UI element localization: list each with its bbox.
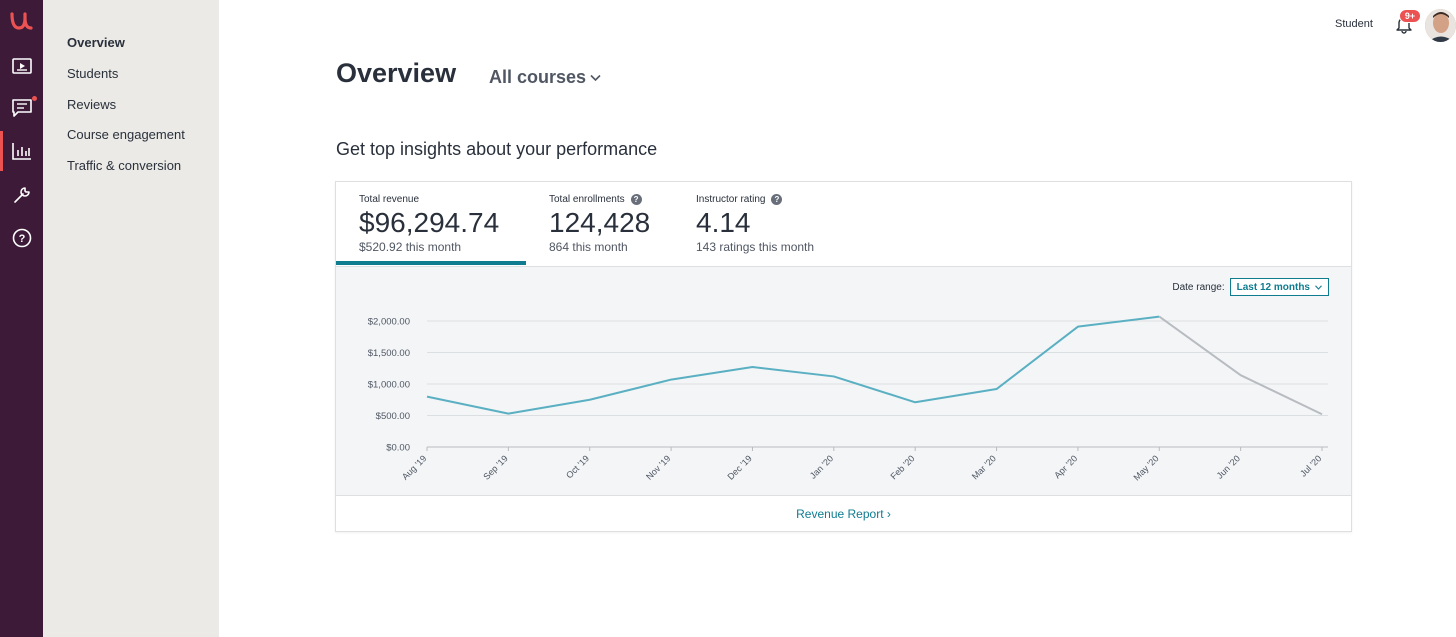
performance-icon[interactable] xyxy=(0,131,43,171)
avatar[interactable] xyxy=(1425,9,1456,42)
course-filter-dropdown[interactable]: All courses xyxy=(489,67,601,88)
x-tick-label: Dec '19 xyxy=(725,453,753,481)
date-range-value: Last 12 months xyxy=(1236,281,1310,293)
x-tick-label: Sep '19 xyxy=(481,453,509,481)
page-title: Overview xyxy=(336,58,457,88)
revenue-line-chart: $0.00 $500.00 $1,000.00 $1,500.00 $2,000.00 A… xyxy=(368,313,1328,483)
data-point[interactable] xyxy=(504,410,512,418)
data-point[interactable] xyxy=(1237,371,1245,379)
tools-icon[interactable] xyxy=(0,175,43,215)
logo-icon[interactable] xyxy=(7,6,37,36)
data-point[interactable] xyxy=(423,393,431,401)
chevron-down-icon xyxy=(590,74,601,81)
unread-dot xyxy=(32,96,37,101)
date-range-select[interactable]: Last 12 months xyxy=(1229,278,1329,296)
course-filter-label: All courses xyxy=(489,67,587,87)
stat-label: Total enrollments xyxy=(549,194,625,205)
x-tick-label: May '20 xyxy=(1132,453,1161,482)
nav-item-students[interactable]: Students xyxy=(67,66,119,81)
y-tick-label: $1,000.00 xyxy=(368,380,410,391)
stat-label: Total revenue xyxy=(359,194,420,205)
x-tick-label: Aug '19 xyxy=(400,453,428,481)
data-point[interactable] xyxy=(1074,323,1082,331)
y-tick-label: $0.00 xyxy=(386,443,410,454)
question-icon[interactable]: ? xyxy=(630,194,642,205)
stat-label: Instructor rating xyxy=(696,194,766,205)
data-point[interactable] xyxy=(993,385,1001,393)
help-icon[interactable]: ? xyxy=(0,218,43,258)
revenue-chart-panel: Date range: Last 12 months $0.00 $500.00 $… xyxy=(336,266,1351,496)
x-tick-label: Jan '20 xyxy=(808,453,835,480)
insights-card: Total revenue $96,294.74 $520.92 this mo… xyxy=(335,181,1352,532)
section-subtitle: Get top insights about your performance xyxy=(336,139,658,159)
nav-item-course-engagement[interactable]: Course engagement xyxy=(67,127,185,142)
data-point[interactable] xyxy=(830,372,838,380)
date-range-label: Date range: xyxy=(1172,281,1225,293)
student-view-link[interactable]: Student xyxy=(1335,18,1373,30)
app-rail: ? xyxy=(0,0,43,637)
revenue-series-line-partial xyxy=(1158,315,1323,416)
chevron-down-icon xyxy=(1315,284,1322,290)
y-tick-label: $500.00 xyxy=(376,411,410,422)
x-tick-label: Nov '19 xyxy=(644,453,672,481)
active-tab-indicator xyxy=(336,261,526,265)
messages-icon[interactable] xyxy=(0,88,43,128)
x-tick-label: Mar '20 xyxy=(970,453,998,481)
performance-subnav: Overview Students Reviews Course engagem… xyxy=(43,0,219,637)
nav-item-overview[interactable]: Overview xyxy=(67,35,125,50)
date-range-control: Date range: Last 12 months xyxy=(1172,278,1329,296)
x-tick-label: Jun '20 xyxy=(1215,453,1242,480)
stat-sub: 143 ratings this month xyxy=(696,240,815,254)
stat-sub: $520.92 this month xyxy=(359,240,462,254)
data-point[interactable] xyxy=(586,396,594,404)
stat-total-revenue[interactable]: Total revenue $96,294.74 $520.92 this mo… xyxy=(359,194,499,254)
stat-instructor-rating[interactable]: Instructor rating? 4.14 143 ratings this… xyxy=(696,194,814,254)
svg-text:?: ? xyxy=(18,233,25,245)
data-point[interactable] xyxy=(748,363,756,371)
x-tick-label: Jul '20 xyxy=(1298,453,1323,478)
x-tick-label: Apr '20 xyxy=(1052,453,1079,480)
revenue-report-link[interactable]: Revenue Report › xyxy=(796,507,891,521)
stat-value: 4.14 xyxy=(696,207,751,238)
stat-value: 124,428 xyxy=(549,207,651,238)
revenue-series-line xyxy=(426,315,1160,415)
notification-badge: 9+ xyxy=(1399,9,1421,23)
nav-item-traffic-conversion[interactable]: Traffic & conversion xyxy=(67,158,182,173)
courses-icon[interactable] xyxy=(0,46,43,86)
data-point[interactable] xyxy=(1318,410,1326,418)
data-point[interactable] xyxy=(911,398,919,406)
x-tick-label: Oct '19 xyxy=(564,453,591,480)
x-tick-label: Feb '20 xyxy=(888,453,916,481)
question-icon[interactable]: ? xyxy=(771,194,783,205)
data-point[interactable] xyxy=(667,376,675,384)
y-tick-label: $1,500.00 xyxy=(368,348,410,359)
nav-item-reviews[interactable]: Reviews xyxy=(67,97,117,112)
stat-value: $96,294.74 xyxy=(359,207,500,238)
stat-total-enrollments[interactable]: Total enrollments? 124,428 864 this mont… xyxy=(549,194,650,254)
y-tick-label: $2,000.00 xyxy=(368,317,410,328)
stat-sub: 864 this month xyxy=(549,240,628,254)
data-point[interactable] xyxy=(1155,313,1163,321)
